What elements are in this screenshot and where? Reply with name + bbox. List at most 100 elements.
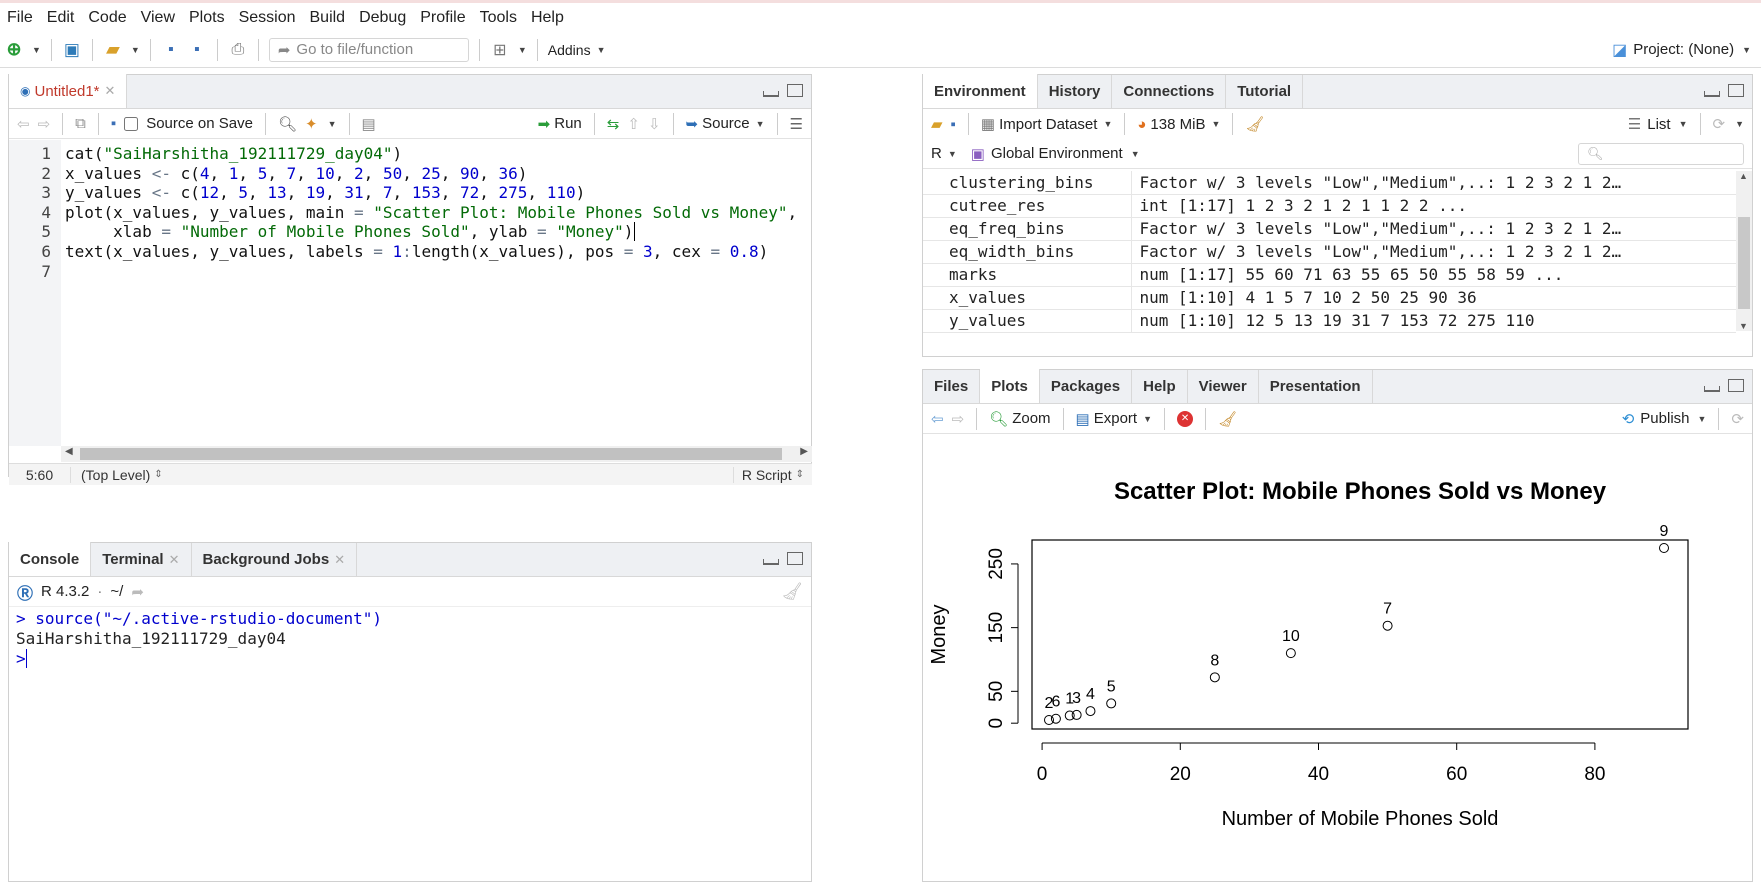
go-to-file-input[interactable]: ➦ Go to file/function — [268, 37, 469, 62]
maximize-icon[interactable] — [1728, 379, 1744, 392]
save-icon[interactable]: ▪ — [168, 40, 174, 58]
code-editor[interactable]: 1 2 3 4 5 6 7 cat("SaiHarshitha_19211172… — [9, 140, 812, 446]
menu-edit[interactable]: Edit — [46, 8, 75, 26]
refresh-icon[interactable]: ⟳ — [1712, 116, 1726, 133]
previous-plot-icon[interactable]: ⇦ — [931, 410, 944, 428]
code-text[interactable]: cat("SaiHarshitha_192111729_day04") x_val… — [61, 140, 812, 446]
scroll-right-icon[interactable]: ▶ — [800, 446, 808, 457]
project-menu[interactable]: ◪ Project: (None) ▼ — [1612, 40, 1751, 60]
source-button[interactable]: ➥ Source ▼ — [686, 115, 765, 133]
magic-wand-icon[interactable]: ✦ — [305, 115, 318, 133]
environment-search-input[interactable]: 🔍︎ — [1578, 142, 1744, 165]
go-down-icon[interactable]: ⇩ — [647, 115, 661, 133]
minimize-icon[interactable] — [763, 91, 779, 97]
clear-console-icon[interactable]: 🧹︎ — [781, 581, 803, 601]
rerun-icon[interactable]: ⇆ — [606, 115, 620, 133]
remove-plot-icon[interactable]: ✕ — [1177, 410, 1194, 427]
menu-help[interactable]: Help — [530, 8, 564, 26]
menu-session[interactable]: Session — [238, 8, 296, 26]
zoom-button[interactable]: 🔍︎ Zoom — [989, 410, 1050, 428]
menu-file[interactable]: File — [7, 8, 33, 26]
tab-help[interactable]: Help — [1132, 370, 1188, 403]
tab-files[interactable]: Files — [923, 370, 981, 403]
tab-tutorial[interactable]: Tutorial — [1226, 75, 1304, 108]
addins-button[interactable]: Addins ▼ — [548, 37, 606, 63]
tab-viewer[interactable]: Viewer — [1188, 370, 1259, 403]
menu-view[interactable]: View — [140, 8, 175, 26]
horizontal-scrollbar[interactable]: ◀ ▶ — [61, 446, 812, 462]
maximize-icon[interactable] — [787, 552, 803, 565]
memory-usage-button[interactable]: ◕ 138 MiB ▼ — [1137, 116, 1220, 133]
next-plot-icon[interactable]: ⇨ — [951, 410, 965, 428]
clear-workspace-icon[interactable]: 🧹︎ — [1245, 116, 1265, 133]
outline-icon[interactable]: ☰ — [789, 115, 803, 133]
menu-tools[interactable]: Tools — [479, 8, 517, 26]
scroll-up-icon[interactable]: ▲ — [1739, 171, 1748, 181]
open-file-dropdown-icon[interactable]: ▼ — [130, 44, 140, 55]
tab-terminal[interactable]: Terminal ✕ — [91, 543, 192, 576]
tab-presentation[interactable]: Presentation — [1259, 370, 1373, 403]
menu-profile[interactable]: Profile — [420, 8, 466, 26]
language-selector[interactable]: R ▼ — [931, 145, 957, 162]
new-file-dropdown-icon[interactable]: ▼ — [32, 44, 41, 55]
minimize-icon[interactable] — [1704, 91, 1720, 97]
run-button[interactable]: ➡ Run — [538, 115, 582, 133]
scroll-thumb[interactable] — [80, 448, 782, 460]
table-row[interactable]: clustering_bins Factor w/ 3 levels "Low",… — [923, 171, 1736, 195]
go-to-directory-icon[interactable]: ➦ — [131, 583, 144, 601]
tab-plots[interactable]: Plots — [980, 369, 1040, 403]
new-project-icon[interactable]: ▣ — [63, 39, 80, 59]
file-type-selector[interactable]: R Script ⇕ — [732, 466, 812, 483]
tab-packages[interactable]: Packages — [1040, 370, 1133, 403]
menu-build[interactable]: Build — [309, 8, 346, 26]
search-icon[interactable]: 🔍︎ — [277, 115, 297, 133]
load-workspace-icon[interactable]: ▰ — [931, 116, 943, 133]
source-on-save-checkbox[interactable] — [124, 116, 139, 131]
table-row[interactable]: x_values num [1:10] 4 1 5 7 10 2 50 25 90… — [923, 286, 1736, 310]
maximize-icon[interactable] — [787, 84, 803, 97]
import-dataset-button[interactable]: ▦ Import Dataset ▼ — [981, 115, 1112, 134]
show-in-window-icon[interactable]: ⧉ — [75, 115, 86, 132]
save-icon[interactable]: ▪ — [110, 115, 117, 132]
pane-layout-dropdown-icon[interactable]: ▼ — [517, 44, 527, 55]
vertical-scrollbar[interactable]: ▲ ▼ — [1736, 171, 1752, 331]
pane-layout-icon[interactable]: ⊞ — [493, 41, 507, 59]
save-workspace-icon[interactable]: ▪ — [950, 115, 956, 133]
menu-plots[interactable]: Plots — [189, 8, 225, 26]
scroll-thumb[interactable] — [1738, 217, 1750, 309]
scroll-left-icon[interactable]: ◀ — [65, 446, 73, 457]
scope-selector[interactable]: ▣ Global Environment ▼ — [971, 145, 1140, 163]
minimize-icon[interactable] — [763, 559, 779, 565]
open-file-icon[interactable]: ▰ — [106, 39, 120, 59]
close-icon[interactable]: ✕ — [168, 551, 180, 567]
table-row[interactable]: marks num [1:17] 55 60 71 63 55 65 50 55 … — [923, 263, 1736, 287]
compile-report-icon[interactable]: ▤ — [361, 115, 376, 133]
clear-plots-icon[interactable]: 🧹︎ — [1218, 410, 1238, 428]
scope-selector[interactable]: (Top Level) ⇕ — [71, 467, 163, 483]
tab-console[interactable]: Console — [9, 542, 92, 576]
tab-untitled1[interactable]: ◉ Untitled1* ✕ — [9, 74, 128, 108]
go-up-icon[interactable]: ⇧ — [627, 115, 640, 133]
table-row[interactable]: cutree_res int [1:17] 1 2 3 2 1 2 1 1 2 2… — [923, 194, 1736, 218]
close-icon[interactable]: ✕ — [334, 551, 346, 567]
view-mode-selector[interactable]: ☰ List ▼ — [1628, 115, 1688, 134]
export-button[interactable]: ▤ Export ▼ — [1076, 410, 1152, 428]
menu-code[interactable]: Code — [88, 8, 127, 26]
publish-button[interactable]: ⟲ Publish ▼ — [1622, 410, 1707, 428]
minimize-icon[interactable] — [1704, 386, 1720, 392]
table-row[interactable]: eq_freq_bins Factor w/ 3 levels "Low","Me… — [923, 217, 1736, 241]
refresh-icon[interactable]: ⟳ — [1731, 410, 1744, 428]
table-row[interactable]: eq_width_bins Factor w/ 3 levels "Low","M… — [923, 240, 1736, 264]
forward-icon[interactable]: ⇨ — [37, 115, 51, 133]
print-icon[interactable]: ⎙ — [231, 40, 245, 58]
maximize-icon[interactable] — [1728, 84, 1744, 97]
tab-environment[interactable]: Environment — [923, 74, 1038, 108]
console-output[interactable]: > source("~/.active-rstudio-document") S… — [9, 607, 811, 671]
menu-debug[interactable]: Debug — [359, 8, 407, 26]
tab-history[interactable]: History — [1038, 75, 1113, 108]
tab-connections[interactable]: Connections — [1112, 75, 1227, 108]
tab-background-jobs[interactable]: Background Jobs ✕ — [192, 543, 358, 576]
back-icon[interactable]: ⇦ — [17, 115, 30, 133]
close-icon[interactable]: ✕ — [104, 83, 116, 98]
console-prompt[interactable]: > — [16, 649, 804, 669]
